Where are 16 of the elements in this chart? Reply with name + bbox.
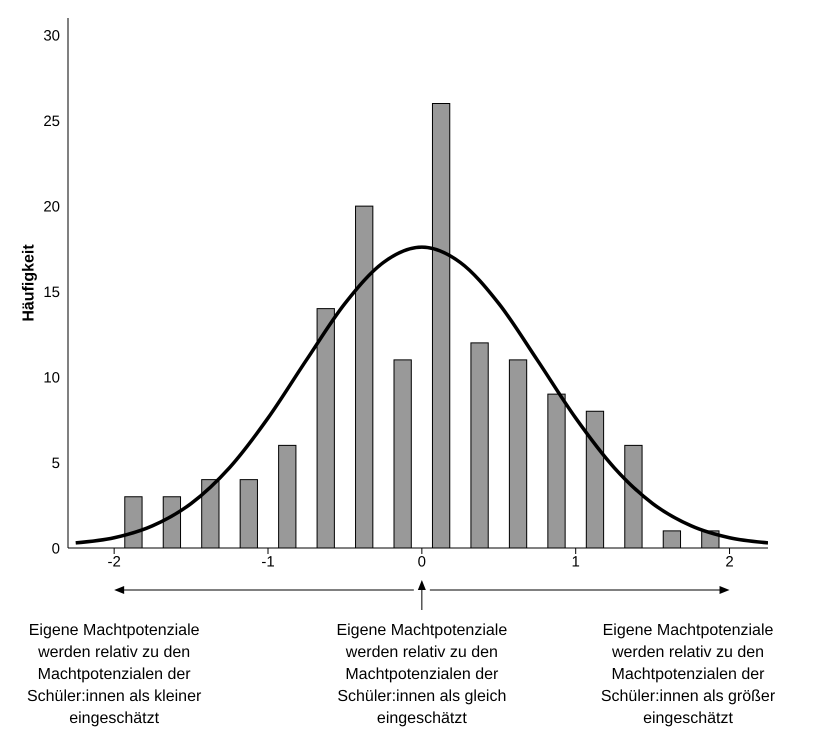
x-tick-label: 0 xyxy=(418,554,426,571)
text: Eigene Machtpotenziale werden relativ zu den Machtpotenzialen der Schüler:innen als gleich eingeschätzt xyxy=(335,621,508,729)
y-tick-label: 5 xyxy=(52,454,60,472)
x-tick-label: 1 xyxy=(572,554,580,571)
y-tick-label: 30 xyxy=(43,27,60,44)
y-tick-label: 0 xyxy=(52,540,60,558)
text: Eigene Machtpotenziale werden relativ zu den Machtpotenzialen der Schüler:innen als größer eingeschätzt xyxy=(600,621,776,729)
x-tick-label: 2 xyxy=(725,554,734,571)
y-tick-label: 10 xyxy=(43,369,60,386)
y-tick-label: 20 xyxy=(43,198,60,216)
text: Eigene Machtpotenziale werden relativ zu den Machtpotenzialen der Schüler:innen als kleiner eingeschätzt xyxy=(26,621,202,729)
y-tick-label: 25 xyxy=(43,112,60,130)
y-axis-title: Häufigkeit xyxy=(20,244,38,322)
x-tick-label: -2 xyxy=(107,554,121,571)
x-tick-label: -1 xyxy=(261,554,275,571)
y-tick-label: 15 xyxy=(43,284,60,301)
